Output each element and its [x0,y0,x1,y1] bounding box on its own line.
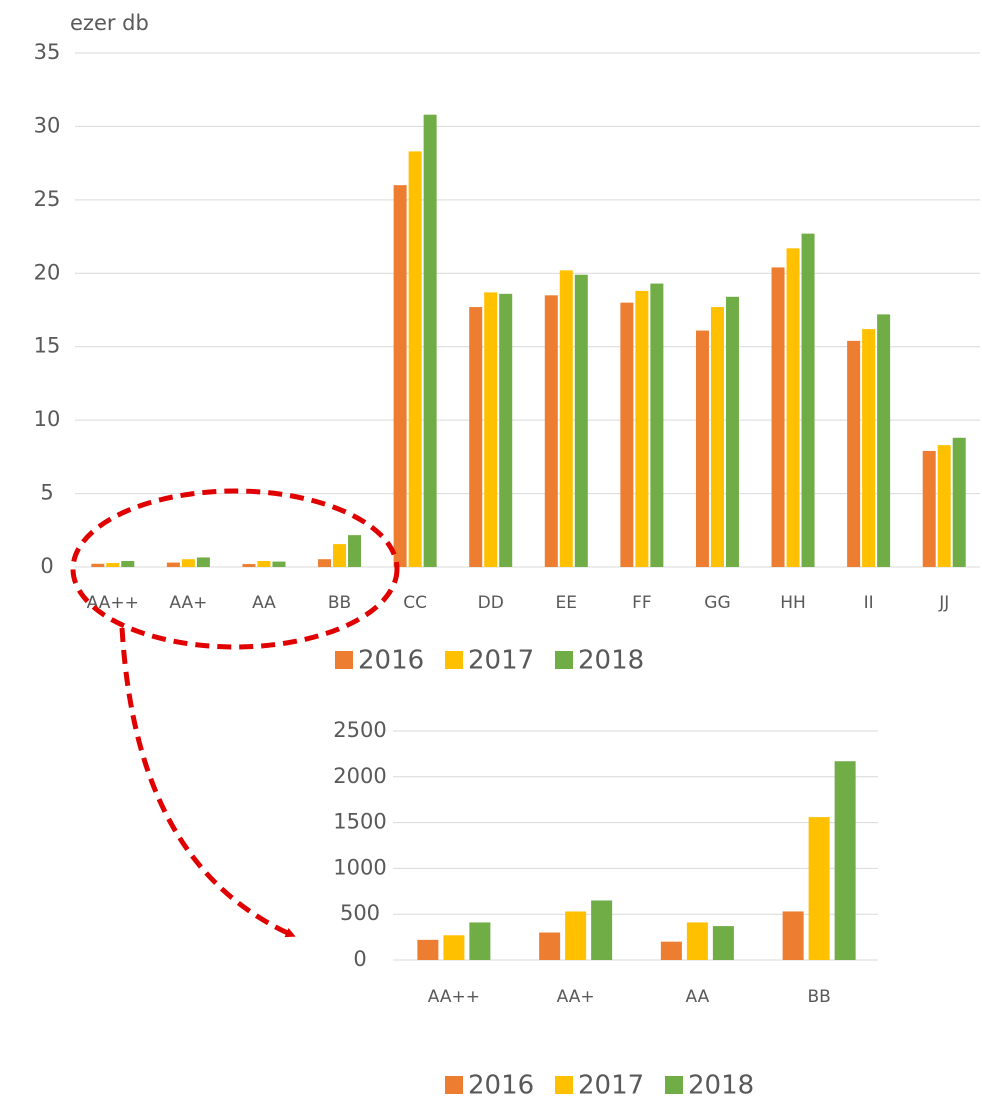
bar [782,911,804,960]
x-tick-label: BB [807,987,830,1007]
y-tick-label: 500 [340,901,380,925]
x-tick-label: BB [328,593,351,613]
bar [106,563,120,567]
bar [423,114,437,568]
bar [712,926,734,960]
bar [847,340,861,567]
bar [635,290,649,567]
y-axis-label: ezer db [70,11,149,35]
bar [834,761,856,960]
x-tick-label: AA [686,987,710,1007]
y-tick-label: 2500 [333,718,386,742]
bar [484,292,498,567]
bar [695,330,709,567]
legend-label: 2017 [468,646,534,676]
legend-swatch [335,651,353,669]
bar [937,445,951,567]
x-tick-label: FF [632,593,652,613]
bar [181,559,195,567]
bar [771,267,785,567]
bar [574,274,588,567]
highlight-ellipse [70,488,400,650]
bar [620,302,634,567]
x-tick-label: II [864,593,874,613]
y-tick-label: 10 [34,407,61,431]
bar [408,151,422,567]
bar [559,270,573,567]
bar [499,293,513,567]
x-tick-label: AA [252,593,276,613]
bar [801,233,815,568]
x-tick-label: AA++ [87,593,139,613]
y-tick-label: 1000 [333,855,386,879]
y-tick-label: 2000 [333,764,386,788]
legend-swatch [555,1076,573,1094]
legend-swatch [445,1076,463,1094]
bar [539,932,561,960]
x-tick-label: JJ [938,593,949,613]
bar [952,437,966,567]
legend-label: 2016 [468,1071,534,1098]
y-tick-label: 30 [34,113,61,137]
bar [710,307,724,567]
bar [333,544,347,567]
y-tick-label: 35 [34,40,61,64]
bar [725,296,739,567]
legend-swatch [445,651,463,669]
x-tick-label: AA++ [428,987,480,1007]
bar [166,562,180,567]
y-tick-label: 25 [34,187,61,211]
bar [650,283,664,567]
bar [257,560,271,567]
bar [318,559,332,567]
bar [786,248,800,567]
legend-swatch [555,651,573,669]
bar [922,450,936,567]
bar [272,561,286,567]
legend-label: 2018 [688,1071,754,1098]
bar [393,185,407,567]
bar [91,563,105,567]
x-tick-label: HH [780,593,806,613]
bar [877,314,891,567]
y-tick-label: 1500 [333,810,386,834]
bar [862,329,876,567]
bar [242,564,256,567]
y-tick-label: 15 [34,334,61,358]
x-tick-label: AA+ [557,987,595,1007]
y-tick-label: 0 [40,554,53,578]
x-tick-label: CC [403,593,427,613]
bar [196,557,210,567]
bar [660,941,682,960]
bar [469,307,483,567]
y-tick-label: 5 [40,481,53,505]
x-tick-label: GG [704,593,730,613]
bar [469,922,491,960]
legend-label: 2016 [358,646,424,676]
y-tick-label: 20 [34,260,61,284]
x-tick-label: AA+ [169,593,207,613]
legend-label: 2018 [578,646,644,676]
legend-swatch [665,1076,683,1094]
bar [417,939,439,960]
x-tick-label: DD [478,593,504,613]
bar [544,295,558,567]
bar [121,560,135,567]
bar [591,900,613,960]
zoom-arrow [119,627,296,938]
y-tick-label: 0 [353,947,366,971]
bar [565,911,587,960]
legend-label: 2017 [578,1071,644,1098]
bar [808,817,830,960]
bar [348,535,362,567]
bar [686,922,708,960]
bar [443,935,465,960]
x-tick-label: EE [556,593,577,613]
